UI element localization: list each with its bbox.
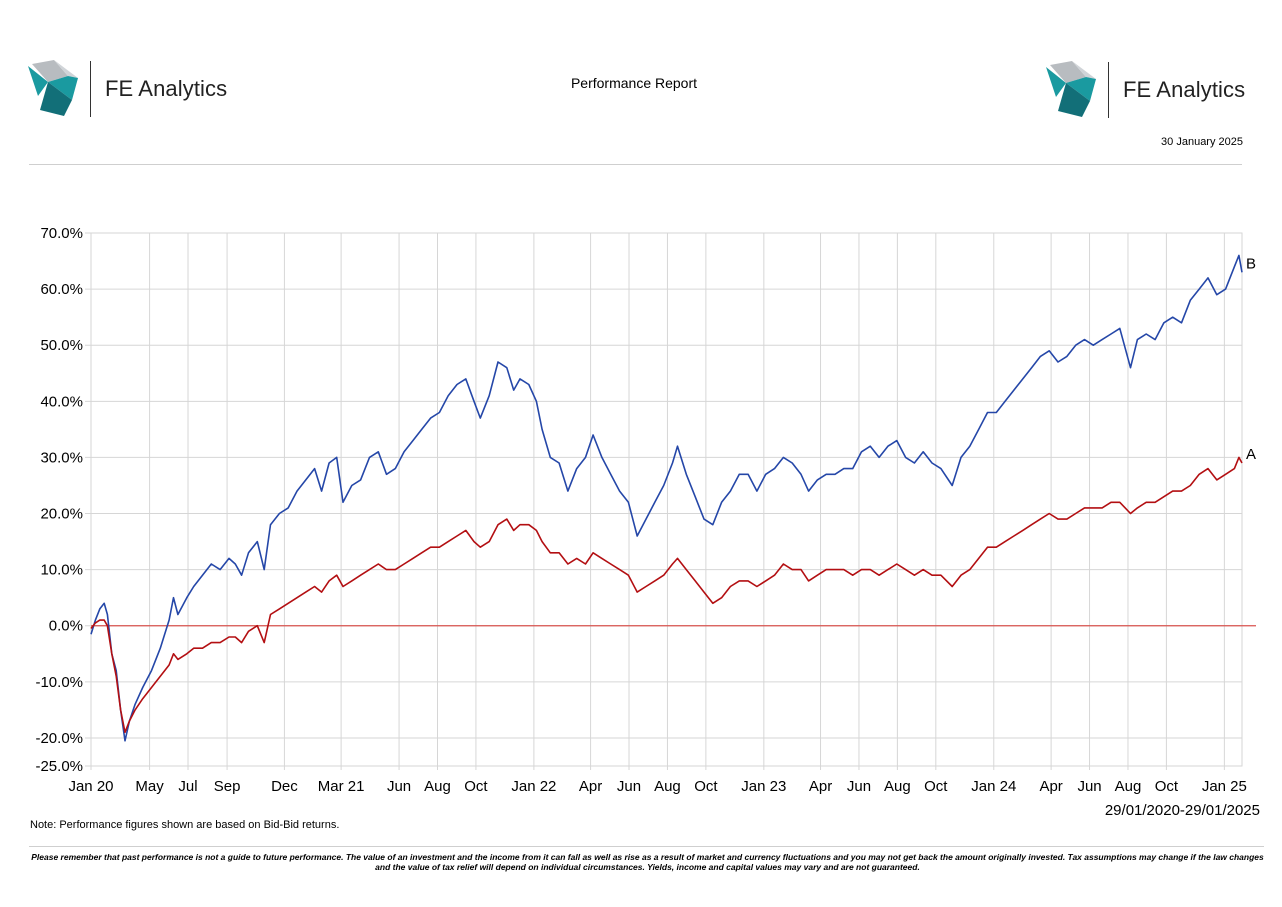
x-tick-label: Jun bbox=[387, 778, 411, 795]
x-tick-label: Apr bbox=[579, 778, 602, 795]
logo-divider bbox=[1108, 62, 1109, 118]
x-tick-label: Aug bbox=[1115, 778, 1142, 795]
y-tick-label: 10.0% bbox=[40, 562, 83, 579]
y-axis-ticks: 70.0% 60.0% 50.0% 40.0% 30.0% 20.0% 10.0% 0.0% -… bbox=[35, 225, 83, 775]
fe-analytics-logo-icon bbox=[1046, 61, 1096, 117]
y-tick-label: -20.0% bbox=[35, 730, 83, 747]
report-title: Performance Report bbox=[570, 75, 698, 91]
x-tick-label: Jun bbox=[847, 778, 871, 795]
x-tick-label: Jan 22 bbox=[511, 778, 556, 795]
x-tick-label: Aug bbox=[884, 778, 911, 795]
footer-divider bbox=[29, 846, 1264, 847]
x-tick-label: Oct bbox=[1155, 778, 1179, 795]
date-range-label: 29/01/2020-29/01/2025 bbox=[1105, 802, 1260, 819]
x-axis-ticks: Jan 20 May Jul Sep Dec Mar 21 Jun Aug Oct Jan 22 A… bbox=[68, 778, 1246, 795]
plot-area-border bbox=[90, 232, 1243, 767]
series-label-b: B bbox=[1246, 255, 1256, 272]
x-tick-label: Aug bbox=[654, 778, 681, 795]
report-date: 30 January 2025 bbox=[1161, 136, 1243, 148]
series-line-a bbox=[90, 456, 1243, 734]
disclaimer-text: Please remember that past performance is… bbox=[31, 852, 1264, 872]
x-tick-label: Jul bbox=[178, 778, 197, 795]
fe-analytics-logo-right: FE Analytics bbox=[1046, 61, 1245, 119]
x-tick-label: Mar 21 bbox=[318, 778, 365, 795]
x-tick-label: Jan 25 bbox=[1202, 778, 1247, 795]
fe-analytics-logo-left: FE Analytics bbox=[28, 60, 227, 118]
x-tick-label: Jan 20 bbox=[68, 778, 113, 795]
x-tick-label: Apr bbox=[1039, 778, 1062, 795]
x-tick-label: Apr bbox=[809, 778, 832, 795]
x-tick-label: Dec bbox=[271, 778, 298, 795]
x-tick-label: Jan 23 bbox=[741, 778, 786, 795]
series-labels: BA bbox=[1246, 255, 1256, 463]
y-tick-label: 50.0% bbox=[40, 337, 83, 354]
y-tick-label: 70.0% bbox=[40, 225, 83, 242]
header-divider bbox=[29, 164, 1242, 165]
x-tick-label: Jan 24 bbox=[971, 778, 1016, 795]
x-tick-label: Aug bbox=[424, 778, 451, 795]
y-tick-label: 0.0% bbox=[49, 618, 83, 635]
y-tick-label: 40.0% bbox=[40, 393, 83, 410]
y-tick-label: 20.0% bbox=[40, 506, 83, 523]
x-tick-label: Oct bbox=[924, 778, 948, 795]
fe-analytics-logo-icon bbox=[28, 60, 78, 116]
series-lines bbox=[90, 254, 1243, 742]
x-tick-label: Jun bbox=[1077, 778, 1101, 795]
x-tick-label: Oct bbox=[694, 778, 718, 795]
performance-note: Note: Performance figures shown are base… bbox=[30, 819, 340, 831]
x-tick-label: Oct bbox=[464, 778, 488, 795]
x-tick-label: Sep bbox=[214, 778, 241, 795]
series-label-a: A bbox=[1246, 446, 1256, 463]
x-tick-label: May bbox=[135, 778, 164, 795]
x-tick-label: Jun bbox=[617, 778, 641, 795]
y-tick-label: -25.0% bbox=[35, 758, 83, 775]
y-tick-label: -10.0% bbox=[35, 674, 83, 691]
y-tick-label: 60.0% bbox=[40, 281, 83, 298]
y-tick-label: 30.0% bbox=[40, 449, 83, 466]
logo-divider bbox=[90, 61, 91, 117]
series-line-b bbox=[90, 254, 1243, 742]
brand-name-right: FE Analytics bbox=[1123, 77, 1246, 102]
brand-name-left: FE Analytics bbox=[105, 76, 228, 101]
chart-grid bbox=[85, 232, 1243, 770]
